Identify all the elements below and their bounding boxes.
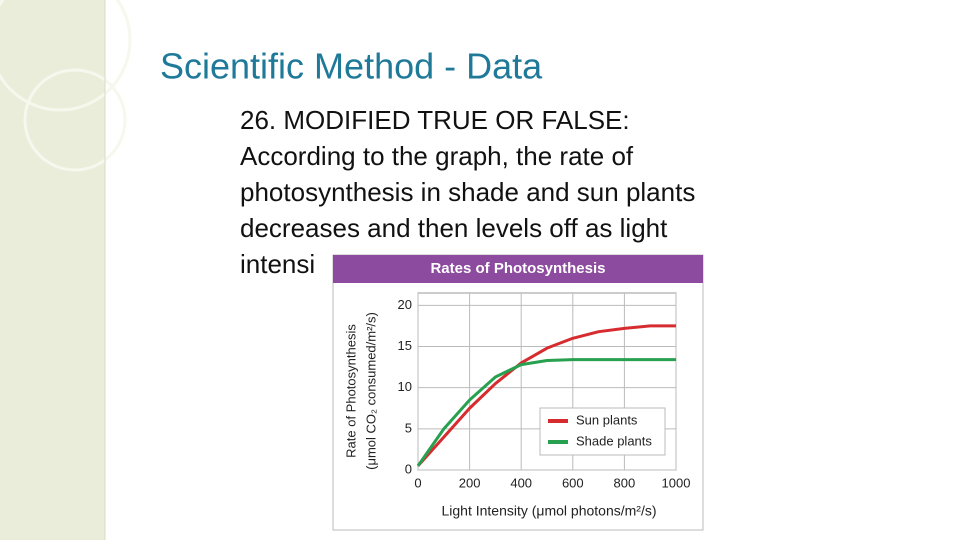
- x-tick-label: 0: [414, 475, 421, 490]
- legend-label: Sun plants: [576, 412, 638, 427]
- legend-box: [539, 407, 666, 456]
- legend-label: Shade plants: [576, 433, 652, 448]
- body-line: decreases and then levels off as light: [240, 213, 668, 243]
- decor-circle: [23, 68, 127, 172]
- x-axis-label: Light Intensity (μmol photons/m²/s): [441, 503, 656, 519]
- y-axis-label: Rate of Photosynthesis: [343, 324, 358, 458]
- y-tick-label: 5: [405, 420, 412, 435]
- side-strip: [0, 0, 105, 540]
- body-text: 26. MODIFIED TRUE OR FALSE: According to …: [240, 105, 695, 279]
- body-line: According to the graph, the rate of: [240, 141, 634, 171]
- x-tick-label: 800: [614, 475, 636, 490]
- x-tick-label: 1000: [662, 475, 691, 490]
- y-tick-label: 0: [405, 461, 412, 476]
- x-tick-label: 600: [562, 475, 584, 490]
- data-line: [416, 324, 676, 467]
- data-line: [416, 358, 676, 467]
- x-tick-label: 200: [459, 475, 481, 490]
- slide-title: Scientific Method - Data: [160, 46, 543, 87]
- y-tick-label: 15: [398, 338, 412, 353]
- body-line: photosynthesis in shade and sun plants: [240, 177, 695, 207]
- y-tick-label: 20: [398, 297, 412, 312]
- body-line: 26. MODIFIED TRUE OR FALSE:: [240, 105, 630, 135]
- chart-header: [333, 255, 703, 283]
- chart: Rates of Photosynthesis Light Intensity …: [332, 254, 704, 531]
- y-tick-label: 10: [398, 379, 412, 394]
- body-line: intensi: [240, 249, 315, 279]
- y-axis-label: (μmol CO₂ consumed/m²/s): [363, 312, 378, 470]
- chart-title: Rates of Photosynthesis: [430, 260, 605, 277]
- decor-circle: [0, 0, 132, 112]
- x-tick-label: 400: [510, 475, 532, 490]
